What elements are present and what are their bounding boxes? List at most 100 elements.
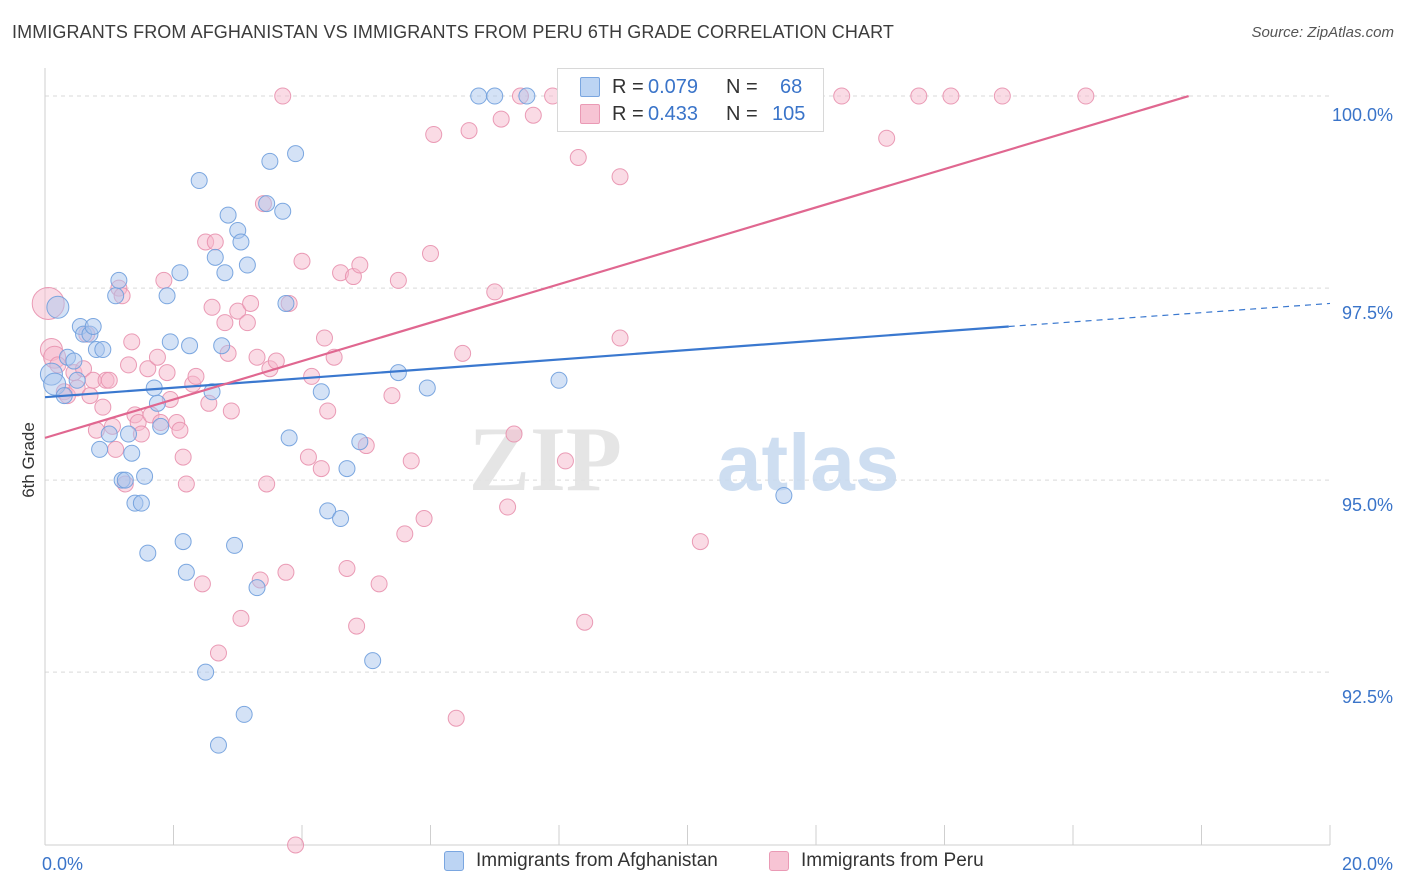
peru-point bbox=[505, 425, 523, 443]
peru-point bbox=[993, 87, 1011, 105]
afghanistan-point bbox=[206, 248, 224, 266]
stats-row-afghanistan: R = 0.079 N = 68 bbox=[558, 73, 802, 101]
peru-point bbox=[319, 402, 337, 420]
afghanistan-point bbox=[238, 256, 256, 274]
chart-legend: Immigrants from Afghanistan Immigrants f… bbox=[0, 850, 1406, 880]
peru-r-value: 0.433 bbox=[648, 102, 699, 125]
afghanistan-point bbox=[518, 87, 536, 105]
afghanistan-point bbox=[174, 533, 192, 551]
trend-line-peru bbox=[44, 94, 1189, 439]
afghanistan-point bbox=[84, 317, 102, 335]
peru-point bbox=[274, 87, 292, 105]
x-tick-label: 0.0% bbox=[42, 854, 83, 874]
afghanistan-point bbox=[209, 736, 227, 754]
stats-row-peru: R = 0.433 N = 105 bbox=[558, 100, 805, 128]
peru-point bbox=[139, 360, 157, 378]
source-label: Source: ZipAtlas.com bbox=[1251, 24, 1394, 41]
peru-point bbox=[174, 448, 192, 466]
afghanistan-point bbox=[197, 663, 215, 681]
afghanistan-point bbox=[136, 467, 154, 485]
peru-point bbox=[422, 245, 439, 263]
peru-point bbox=[299, 448, 317, 466]
legend-item-afghanistan[interactable]: Immigrants from Afghanistan bbox=[444, 850, 718, 872]
y-tick-label: 95.0% bbox=[1342, 495, 1393, 515]
afghanistan-point bbox=[248, 579, 266, 597]
peru-point bbox=[206, 233, 224, 251]
peru-point bbox=[242, 294, 260, 312]
peru-point bbox=[524, 106, 542, 124]
peru-point bbox=[569, 148, 587, 166]
afghanistan-point bbox=[171, 264, 189, 282]
peru-point bbox=[81, 387, 99, 405]
r-label: R = bbox=[612, 75, 644, 98]
trend-lines bbox=[44, 94, 1331, 439]
afghanistan-point bbox=[277, 294, 295, 312]
watermark-atlas: atlas bbox=[717, 418, 899, 507]
afghanistan-point bbox=[152, 417, 170, 435]
peru-point bbox=[415, 510, 433, 528]
peru-point bbox=[556, 452, 574, 470]
afghanistan-point bbox=[775, 486, 793, 504]
peru-point bbox=[402, 452, 420, 470]
n-label: N = bbox=[726, 102, 758, 125]
peru-point bbox=[691, 533, 709, 551]
legend-item-peru[interactable]: Immigrants from Peru bbox=[769, 850, 984, 872]
peru-point bbox=[454, 344, 472, 362]
afghanistan-point bbox=[123, 444, 141, 462]
peru-point bbox=[460, 122, 478, 140]
peru-point bbox=[155, 271, 173, 289]
r-label: R = bbox=[612, 102, 644, 125]
afghanistan-point bbox=[338, 460, 356, 478]
peru-point bbox=[833, 87, 851, 105]
peru-point bbox=[611, 168, 629, 186]
peru-point bbox=[348, 617, 366, 635]
afghanistan-point bbox=[110, 271, 128, 289]
peru-point bbox=[910, 87, 928, 105]
peru-point bbox=[107, 440, 125, 458]
peru-point bbox=[203, 298, 221, 316]
peru-point bbox=[171, 421, 189, 439]
afghanistan-point bbox=[91, 440, 109, 458]
trend-line-afghanistan bbox=[44, 325, 1009, 399]
afghanistan-point bbox=[319, 502, 337, 520]
tick-labels: 92.5% 95.0% 97.5% 100.0% 0.0% 20.0% bbox=[42, 105, 1393, 874]
y-tick-label: 100.0% bbox=[1332, 105, 1393, 125]
afghanistan-point bbox=[158, 287, 176, 305]
afghanistan-n-value: 68 bbox=[780, 75, 803, 98]
peru-point bbox=[492, 110, 510, 128]
afghanistan-point bbox=[287, 145, 305, 163]
legend-label-afghanistan: Immigrants from Afghanistan bbox=[476, 850, 718, 871]
afghanistan-r-value: 0.079 bbox=[648, 75, 699, 98]
afghanistan-point bbox=[332, 510, 350, 528]
afghanistan-point bbox=[120, 425, 138, 443]
afghanistan-point bbox=[181, 337, 199, 355]
watermark: ZIP atlas bbox=[469, 408, 900, 510]
afghanistan-point bbox=[351, 433, 369, 451]
peru-point bbox=[94, 398, 112, 416]
peru-point bbox=[293, 252, 311, 270]
afghanistan-point bbox=[280, 429, 298, 447]
afghanistan-point bbox=[274, 202, 292, 220]
afghanistan-point bbox=[177, 563, 195, 581]
n-label: N = bbox=[726, 75, 758, 98]
afghanistan-point bbox=[550, 371, 568, 389]
afghanistan-point bbox=[68, 371, 86, 389]
y-axis-label: 6th Grade bbox=[19, 422, 38, 498]
peru-legend-swatch bbox=[769, 851, 789, 871]
peru-point bbox=[370, 575, 388, 593]
afghanistan-point bbox=[132, 494, 150, 512]
peru-point bbox=[383, 387, 401, 405]
peru-point bbox=[123, 333, 141, 351]
afghanistan-point bbox=[213, 337, 231, 355]
peru-point bbox=[193, 575, 211, 593]
peru-point bbox=[942, 87, 960, 105]
y-tick-label: 92.5% bbox=[1342, 687, 1393, 707]
afghanistan-point bbox=[65, 352, 83, 370]
peru-point bbox=[396, 525, 414, 543]
afghanistan-point bbox=[116, 471, 134, 489]
peru-point bbox=[447, 709, 465, 727]
afghanistan-legend-swatch bbox=[444, 851, 464, 871]
peru-point bbox=[312, 460, 330, 478]
afghanistan-point bbox=[219, 206, 237, 224]
series-afghanistan bbox=[39, 87, 793, 754]
